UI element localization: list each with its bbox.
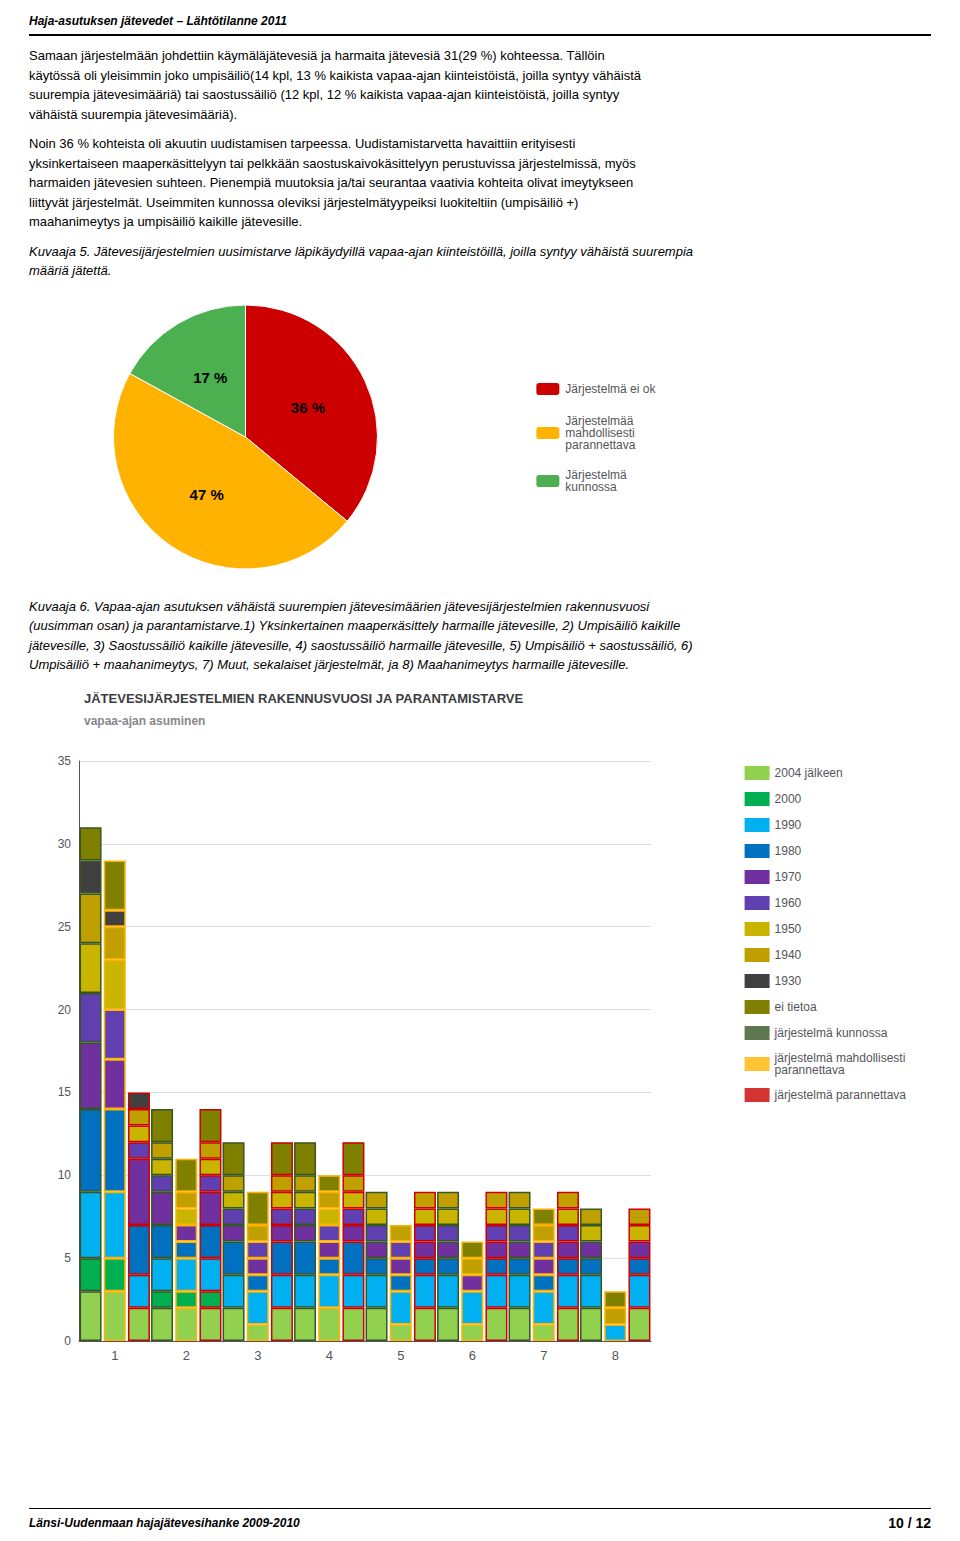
svg-text:2004 jälkeen: 2004 jälkeen xyxy=(775,766,843,780)
svg-text:kunnossa: kunnossa xyxy=(565,480,617,494)
svg-text:15: 15 xyxy=(58,1085,72,1099)
svg-text:30: 30 xyxy=(58,836,72,850)
svg-text:Järjestelmää: Järjestelmää xyxy=(565,413,634,428)
svg-text:1980: 1980 xyxy=(775,844,802,858)
svg-text:Järjestelmä: Järjestelmä xyxy=(565,467,627,482)
html-text:Noin 36 % kohteista oli akuuti: Noin 36 % kohteista oli akuutin uudistam… xyxy=(29,136,636,229)
svg-text:36 %: 36 % xyxy=(291,399,325,416)
html-text:10 / 12: 10 / 12 xyxy=(888,1515,931,1531)
svg-text:35: 35 xyxy=(58,754,72,768)
svg-text:7: 7 xyxy=(540,1348,547,1363)
svg-text:1970: 1970 xyxy=(775,870,802,884)
svg-text:järjestelmä mahdollisesti: järjestelmä mahdollisesti xyxy=(774,1050,906,1065)
svg-text:1960: 1960 xyxy=(775,896,802,910)
svg-text:4: 4 xyxy=(326,1348,333,1363)
html-text:Haja-asutuksen jätevedet – Läh: Haja-asutuksen jätevedet – Lähtötilanne … xyxy=(29,14,287,28)
svg-text:1: 1 xyxy=(111,1348,118,1363)
svg-text:mahdollisesti: mahdollisesti xyxy=(565,425,635,440)
svg-text:1950: 1950 xyxy=(775,922,802,936)
svg-text:3: 3 xyxy=(254,1348,261,1363)
svg-text:8: 8 xyxy=(612,1348,619,1363)
svg-text:2: 2 xyxy=(183,1348,190,1363)
svg-text:1930: 1930 xyxy=(775,974,802,988)
svg-text:parannettava: parannettava xyxy=(775,1063,845,1077)
html-text:Kuvaaja 5. Jätevesijärjestelmi: Kuvaaja 5. Jätevesijärjestelmien uusimis… xyxy=(29,243,693,278)
svg-text:vapaa-ajan asuminen: vapaa-ajan asuminen xyxy=(84,714,205,728)
html-text:Kuvaaja 6. Vapaa-ajan asutukse: Kuvaaja 6. Vapaa-ajan asutuksen vähäistä… xyxy=(29,598,693,672)
svg-text:47 %: 47 % xyxy=(190,485,224,502)
svg-text:1940: 1940 xyxy=(775,948,802,962)
svg-text:järjestelmä parannettava: järjestelmä parannettava xyxy=(774,1088,907,1102)
svg-text:17 %: 17 % xyxy=(193,369,227,386)
html-text:Samaan järjestelmään johdettii: Samaan järjestelmään johdettiin käymäläj… xyxy=(29,48,641,122)
svg-text:20: 20 xyxy=(58,1002,72,1016)
svg-text:0: 0 xyxy=(64,1334,71,1348)
svg-text:25: 25 xyxy=(58,919,72,933)
svg-text:10: 10 xyxy=(58,1168,72,1182)
svg-text:ei tietoa: ei tietoa xyxy=(775,1000,817,1014)
svg-text:5: 5 xyxy=(64,1251,71,1265)
svg-text:6: 6 xyxy=(469,1348,476,1363)
svg-text:järjestelmä kunnossa: järjestelmä kunnossa xyxy=(774,1026,888,1040)
svg-text:5: 5 xyxy=(397,1348,404,1363)
svg-text:1990: 1990 xyxy=(775,818,802,832)
svg-text:2000: 2000 xyxy=(775,792,802,806)
svg-text:parannettava: parannettava xyxy=(565,438,635,452)
svg-text:JÄTEVESIJÄRJESTELMIEN RAKENNUS: JÄTEVESIJÄRJESTELMIEN RAKENNUSVUOSI JA P… xyxy=(84,691,524,706)
svg-text:Järjestelmä ei ok: Järjestelmä ei ok xyxy=(565,382,656,396)
html-text:Länsi-Uudenmaan hajajätevesiha: Länsi-Uudenmaan hajajätevesihanke 2009-2… xyxy=(29,1516,300,1530)
